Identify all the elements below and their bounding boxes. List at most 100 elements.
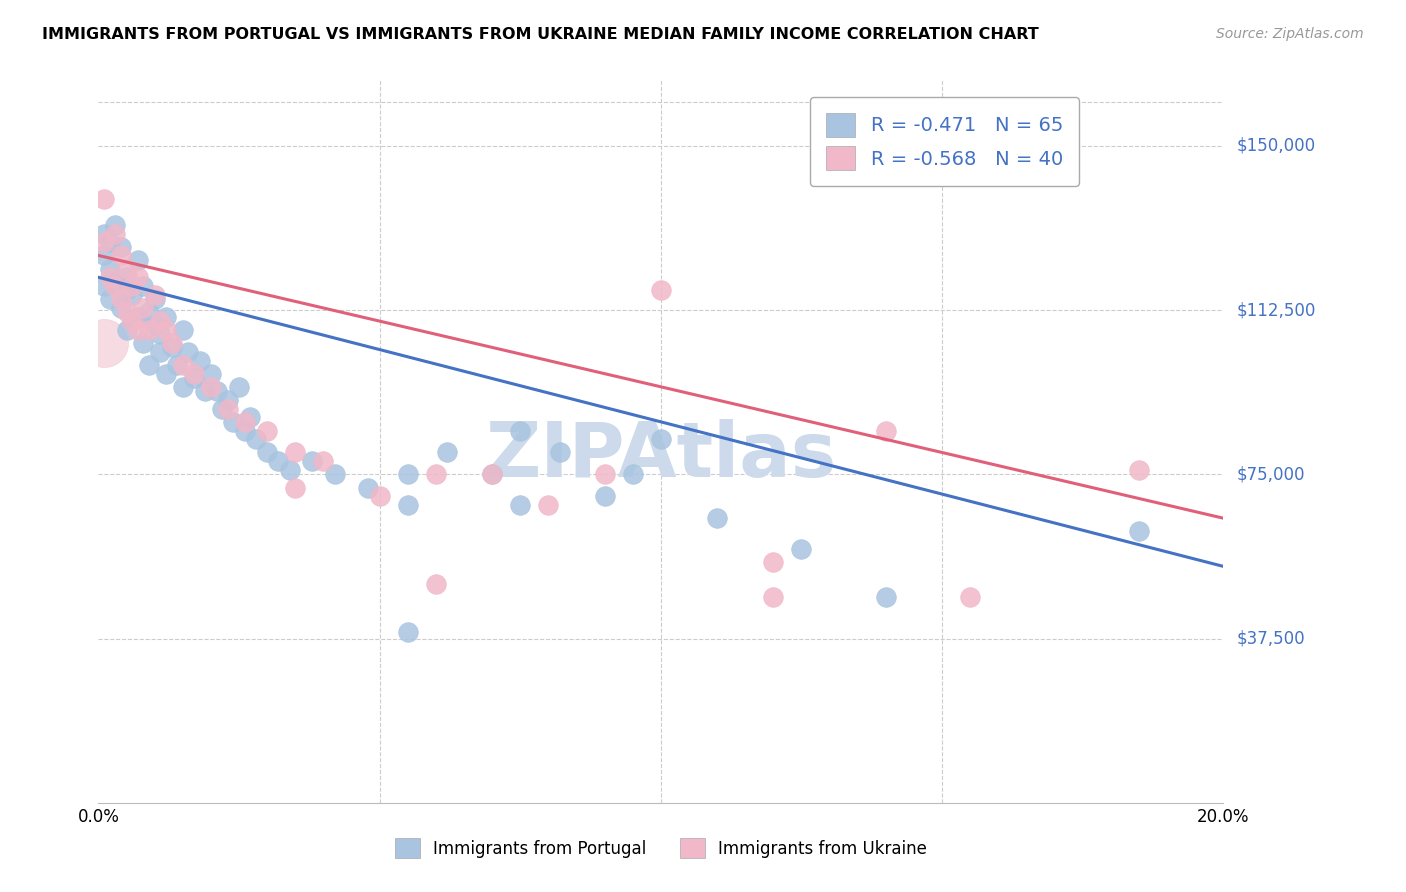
Point — [323, 467, 346, 482]
Point — [396, 625, 419, 640]
Point — [706, 511, 728, 525]
Point — [104, 275, 127, 289]
Point — [104, 279, 127, 293]
Point — [200, 367, 222, 381]
Point — [425, 577, 447, 591]
Point — [143, 288, 166, 302]
Point — [98, 261, 121, 276]
Point — [284, 445, 307, 459]
Legend: Immigrants from Portugal, Immigrants from Ukraine: Immigrants from Portugal, Immigrants fro… — [387, 830, 935, 867]
Point — [233, 415, 256, 429]
Point — [481, 467, 503, 482]
Point — [222, 415, 245, 429]
Point — [155, 310, 177, 324]
Point — [217, 392, 239, 407]
Point — [121, 288, 143, 302]
Point — [509, 424, 531, 438]
Point — [132, 301, 155, 315]
Point — [172, 358, 194, 372]
Point — [143, 292, 166, 306]
Point — [205, 384, 228, 399]
Point — [149, 314, 172, 328]
Point — [121, 279, 143, 293]
Point — [110, 240, 132, 254]
Point — [183, 371, 205, 385]
Point — [790, 541, 813, 556]
Point — [875, 590, 897, 604]
Point — [593, 489, 616, 503]
Point — [155, 367, 177, 381]
Text: $112,500: $112,500 — [1237, 301, 1316, 319]
Text: IMMIGRANTS FROM PORTUGAL VS IMMIGRANTS FROM UKRAINE MEDIAN FAMILY INCOME CORRELA: IMMIGRANTS FROM PORTUGAL VS IMMIGRANTS F… — [42, 27, 1039, 42]
Point — [278, 463, 301, 477]
Point — [115, 323, 138, 337]
Point — [93, 279, 115, 293]
Point — [194, 384, 217, 399]
Point — [110, 301, 132, 315]
Point — [127, 252, 149, 267]
Point — [98, 270, 121, 285]
Point — [312, 454, 335, 468]
Point — [160, 336, 183, 351]
Point — [1128, 463, 1150, 477]
Point — [267, 454, 290, 468]
Point — [1128, 524, 1150, 539]
Point — [481, 467, 503, 482]
Point — [284, 481, 307, 495]
Point — [650, 433, 672, 447]
Point — [396, 467, 419, 482]
Point — [98, 235, 121, 250]
Text: $75,000: $75,000 — [1237, 466, 1306, 483]
Point — [172, 380, 194, 394]
Point — [621, 467, 644, 482]
Point — [368, 489, 391, 503]
Point — [217, 401, 239, 416]
Point — [357, 481, 380, 495]
Point — [256, 424, 278, 438]
Point — [233, 424, 256, 438]
Point — [548, 445, 571, 459]
Point — [93, 192, 115, 206]
Point — [127, 323, 149, 337]
Point — [188, 353, 211, 368]
Point — [93, 248, 115, 262]
Point — [172, 323, 194, 337]
Point — [256, 445, 278, 459]
Point — [121, 314, 143, 328]
Point — [183, 367, 205, 381]
Point — [93, 227, 115, 241]
Point — [127, 310, 149, 324]
Text: $37,500: $37,500 — [1237, 630, 1306, 648]
Point — [132, 279, 155, 293]
Point — [104, 218, 127, 232]
Point — [127, 270, 149, 285]
Point — [149, 327, 172, 342]
Text: ZIPAtlas: ZIPAtlas — [485, 419, 837, 493]
Point — [762, 590, 785, 604]
Point — [228, 380, 250, 394]
Point — [160, 340, 183, 354]
Point — [104, 227, 127, 241]
Point — [875, 424, 897, 438]
Point — [115, 305, 138, 319]
Point — [138, 305, 160, 319]
Point — [121, 314, 143, 328]
Point — [436, 445, 458, 459]
Point — [425, 467, 447, 482]
Point — [115, 261, 138, 276]
Point — [115, 284, 138, 298]
Text: Source: ZipAtlas.com: Source: ZipAtlas.com — [1216, 27, 1364, 41]
Point — [138, 323, 160, 337]
Point — [211, 401, 233, 416]
Point — [115, 270, 138, 285]
Point — [93, 235, 115, 250]
Point — [98, 292, 121, 306]
Point — [132, 336, 155, 351]
Point — [166, 358, 188, 372]
Point — [143, 318, 166, 333]
Point — [959, 590, 981, 604]
Point — [593, 467, 616, 482]
Point — [110, 292, 132, 306]
Point — [537, 498, 560, 512]
Point — [138, 358, 160, 372]
